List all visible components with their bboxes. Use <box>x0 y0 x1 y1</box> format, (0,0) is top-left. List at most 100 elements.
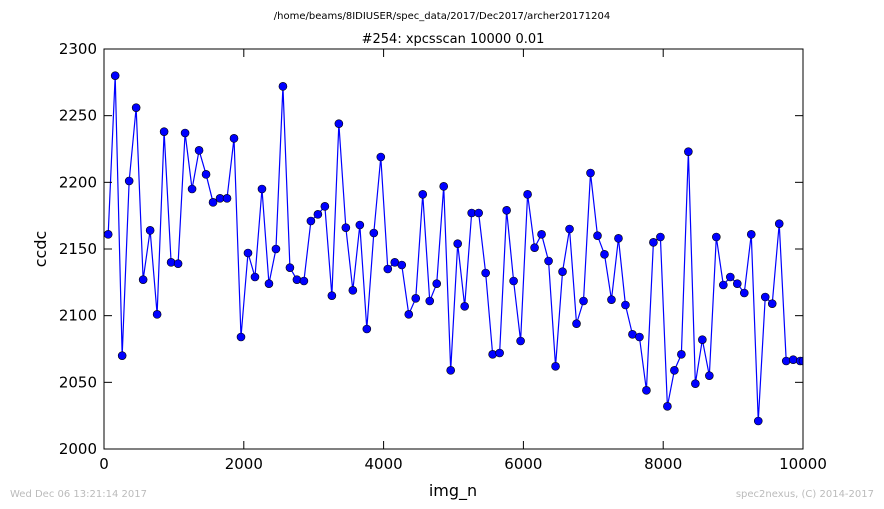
data-point <box>753 416 763 426</box>
data-point <box>376 152 386 162</box>
data-point <box>320 202 330 211</box>
plot-area: 0 2000 4000 6000 8000 10000200020502100215022… <box>59 40 827 473</box>
data-point <box>579 296 588 306</box>
data-point <box>698 335 707 344</box>
data-point <box>537 230 546 239</box>
footer-credit: spec2nexus, (C) 2014-2017 <box>736 489 874 500</box>
data-point <box>152 310 162 319</box>
data-point <box>117 351 127 360</box>
footer-timestamp: Wed Dec 06 13:21:14 2017 <box>10 489 147 500</box>
data-point <box>684 147 693 156</box>
data-point <box>222 194 232 203</box>
data-point <box>798 356 803 366</box>
data-point <box>474 208 483 218</box>
data-point <box>572 319 581 328</box>
data-point <box>145 226 155 235</box>
data-point <box>236 332 246 342</box>
data-point <box>663 402 672 411</box>
data-point <box>453 239 462 248</box>
chart-title: #254: xpcsscan 10000 0.01 <box>362 32 545 47</box>
data-point <box>705 371 714 380</box>
data-point <box>327 291 337 300</box>
data-point <box>411 294 421 303</box>
y-tick-label: 2100 <box>59 307 97 325</box>
data-point <box>481 268 490 278</box>
series-line <box>107 75 803 422</box>
data-point <box>635 332 644 342</box>
data-point <box>691 379 700 388</box>
y-tick-label: 2150 <box>59 240 97 258</box>
data-point <box>781 356 791 366</box>
x-tick-label: 2000 <box>225 455 263 473</box>
data-point <box>187 184 197 194</box>
data-point <box>299 276 309 286</box>
data-point <box>110 71 120 80</box>
data-point <box>124 176 134 186</box>
data-point <box>719 280 728 290</box>
y-tick-label: 2250 <box>59 107 97 125</box>
chart-suptitle: /home/beams/8IDIUSER/spec_data/2017/Dec2… <box>274 11 610 22</box>
data-point <box>725 272 735 282</box>
data-point <box>788 355 798 364</box>
data-point <box>341 223 351 232</box>
data-point <box>495 348 504 358</box>
data-point <box>131 103 141 112</box>
data-point <box>104 230 113 239</box>
x-tick-label: 10000 <box>779 455 827 473</box>
y-tick-label: 2050 <box>59 373 97 391</box>
data-point <box>201 170 211 179</box>
data-point <box>278 82 288 91</box>
data-point <box>194 146 204 155</box>
data-point <box>746 230 756 239</box>
data-point <box>383 264 393 274</box>
data-point <box>138 275 148 284</box>
data-point <box>418 190 428 199</box>
data-point <box>229 134 239 143</box>
data-point <box>369 228 379 238</box>
x-axis-label: img_n <box>429 481 477 501</box>
data-point <box>516 336 525 346</box>
y-tick-label: 2300 <box>59 40 97 58</box>
data-point <box>348 286 358 295</box>
data-point <box>607 295 616 304</box>
data-point <box>677 350 686 359</box>
data-point <box>425 296 435 306</box>
data-point <box>404 310 414 319</box>
data-point <box>271 244 281 254</box>
data-point <box>565 224 574 234</box>
data-point <box>285 263 295 272</box>
axes-frame <box>103 48 804 450</box>
data-point <box>551 362 560 371</box>
y-tick-label: 2200 <box>59 173 97 191</box>
data-point <box>306 216 316 226</box>
data-point <box>292 275 302 284</box>
data-point <box>264 279 274 288</box>
data-point <box>460 302 469 311</box>
data-point <box>621 300 630 310</box>
x-tick-label: 0 <box>99 455 109 473</box>
data-point <box>397 260 407 270</box>
data-point <box>159 127 169 136</box>
data-point <box>760 292 770 302</box>
data-point <box>432 279 442 288</box>
data-point <box>712 232 721 242</box>
data-point <box>257 184 267 194</box>
data-point <box>739 288 749 298</box>
data-point <box>656 232 665 242</box>
data-point <box>767 299 777 308</box>
data-point <box>509 276 518 286</box>
data-point <box>446 366 456 375</box>
data-point <box>250 272 260 282</box>
y-tick-label: 2000 <box>59 440 97 458</box>
x-tick-label: 8000 <box>644 455 682 473</box>
data-point <box>774 219 784 228</box>
data-point <box>586 168 595 178</box>
data-point <box>593 231 602 240</box>
y-axis-label: ccdc <box>31 231 50 268</box>
data-point <box>166 258 176 267</box>
data-point <box>334 119 344 128</box>
data-point <box>544 256 553 266</box>
data-point <box>502 206 511 215</box>
data-point <box>439 182 449 191</box>
data-point <box>530 243 539 252</box>
